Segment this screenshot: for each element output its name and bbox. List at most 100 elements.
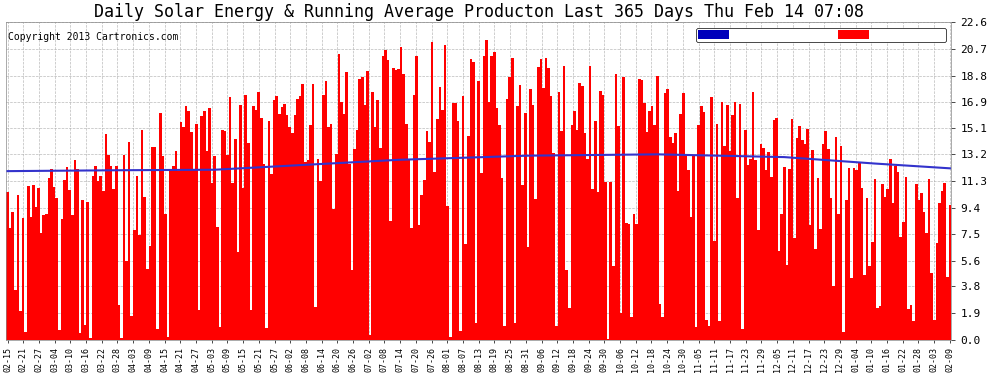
Bar (363, 105, 366, 340)
Bar (705, 320, 708, 340)
Bar (628, 224, 631, 340)
Bar (855, 170, 858, 340)
Bar (355, 130, 358, 340)
Bar (387, 60, 389, 340)
Bar (530, 89, 532, 340)
Bar (695, 327, 698, 340)
Bar (560, 131, 563, 340)
Bar (615, 74, 617, 340)
Bar (617, 126, 620, 340)
Bar (374, 128, 376, 340)
Bar (79, 333, 81, 340)
Bar (395, 70, 397, 340)
Bar (118, 305, 120, 340)
Bar (418, 225, 421, 340)
Bar (415, 56, 418, 340)
Bar (524, 112, 527, 340)
Bar (346, 72, 347, 340)
Bar (413, 94, 415, 340)
Bar (602, 95, 604, 340)
Bar (726, 105, 729, 340)
Bar (177, 171, 180, 340)
Bar (519, 85, 522, 340)
Bar (475, 324, 477, 340)
Bar (147, 269, 148, 340)
Bar (139, 234, 141, 340)
Bar (12, 211, 14, 340)
Bar (448, 337, 451, 340)
Bar (923, 212, 926, 340)
Bar (522, 184, 524, 340)
Bar (765, 170, 767, 340)
Bar (791, 119, 793, 340)
Bar (535, 199, 537, 340)
Bar (442, 110, 444, 340)
Bar (203, 111, 206, 340)
Bar (698, 124, 700, 340)
Bar (679, 114, 682, 340)
Bar (247, 143, 249, 340)
Bar (573, 111, 576, 340)
Bar (842, 332, 845, 340)
Bar (341, 102, 343, 340)
Bar (99, 176, 102, 340)
Bar (653, 125, 656, 340)
Bar (886, 189, 889, 340)
Bar (778, 251, 780, 340)
Bar (860, 188, 863, 340)
Bar (644, 103, 645, 340)
Bar (43, 215, 46, 340)
Bar (350, 270, 353, 340)
Bar (35, 207, 38, 340)
Bar (913, 321, 915, 340)
Bar (633, 214, 636, 340)
Bar (322, 96, 325, 340)
Bar (52, 187, 55, 340)
Bar (918, 201, 920, 340)
Bar (58, 330, 60, 340)
Bar (454, 103, 456, 340)
Bar (757, 230, 759, 340)
Bar (379, 147, 381, 340)
Bar (376, 100, 379, 340)
Bar (25, 332, 27, 340)
Bar (240, 105, 242, 340)
Bar (84, 325, 86, 340)
Bar (9, 228, 12, 340)
Bar (185, 105, 187, 340)
Bar (591, 189, 594, 340)
Bar (50, 169, 52, 340)
Bar (73, 160, 76, 340)
Bar (884, 197, 886, 340)
Bar (307, 159, 309, 340)
Bar (940, 192, 943, 340)
Bar (948, 206, 951, 340)
Bar (389, 222, 392, 340)
Bar (469, 59, 472, 340)
Bar (527, 247, 530, 340)
Bar (338, 54, 341, 340)
Bar (565, 270, 568, 340)
Bar (97, 182, 99, 340)
Bar (682, 93, 684, 340)
Bar (14, 291, 17, 340)
Bar (796, 138, 799, 340)
Bar (775, 118, 778, 340)
Bar (213, 156, 216, 340)
Bar (599, 91, 602, 340)
Bar (892, 203, 894, 340)
Bar (195, 124, 198, 340)
Bar (462, 96, 464, 340)
Bar (358, 79, 361, 340)
Bar (141, 130, 144, 340)
Bar (650, 106, 653, 340)
Bar (174, 151, 177, 340)
Bar (703, 112, 705, 340)
Bar (227, 156, 229, 340)
Bar (737, 198, 739, 340)
Bar (301, 84, 304, 340)
Bar (819, 229, 822, 340)
Bar (480, 173, 482, 340)
Bar (467, 136, 469, 340)
Bar (22, 218, 25, 340)
